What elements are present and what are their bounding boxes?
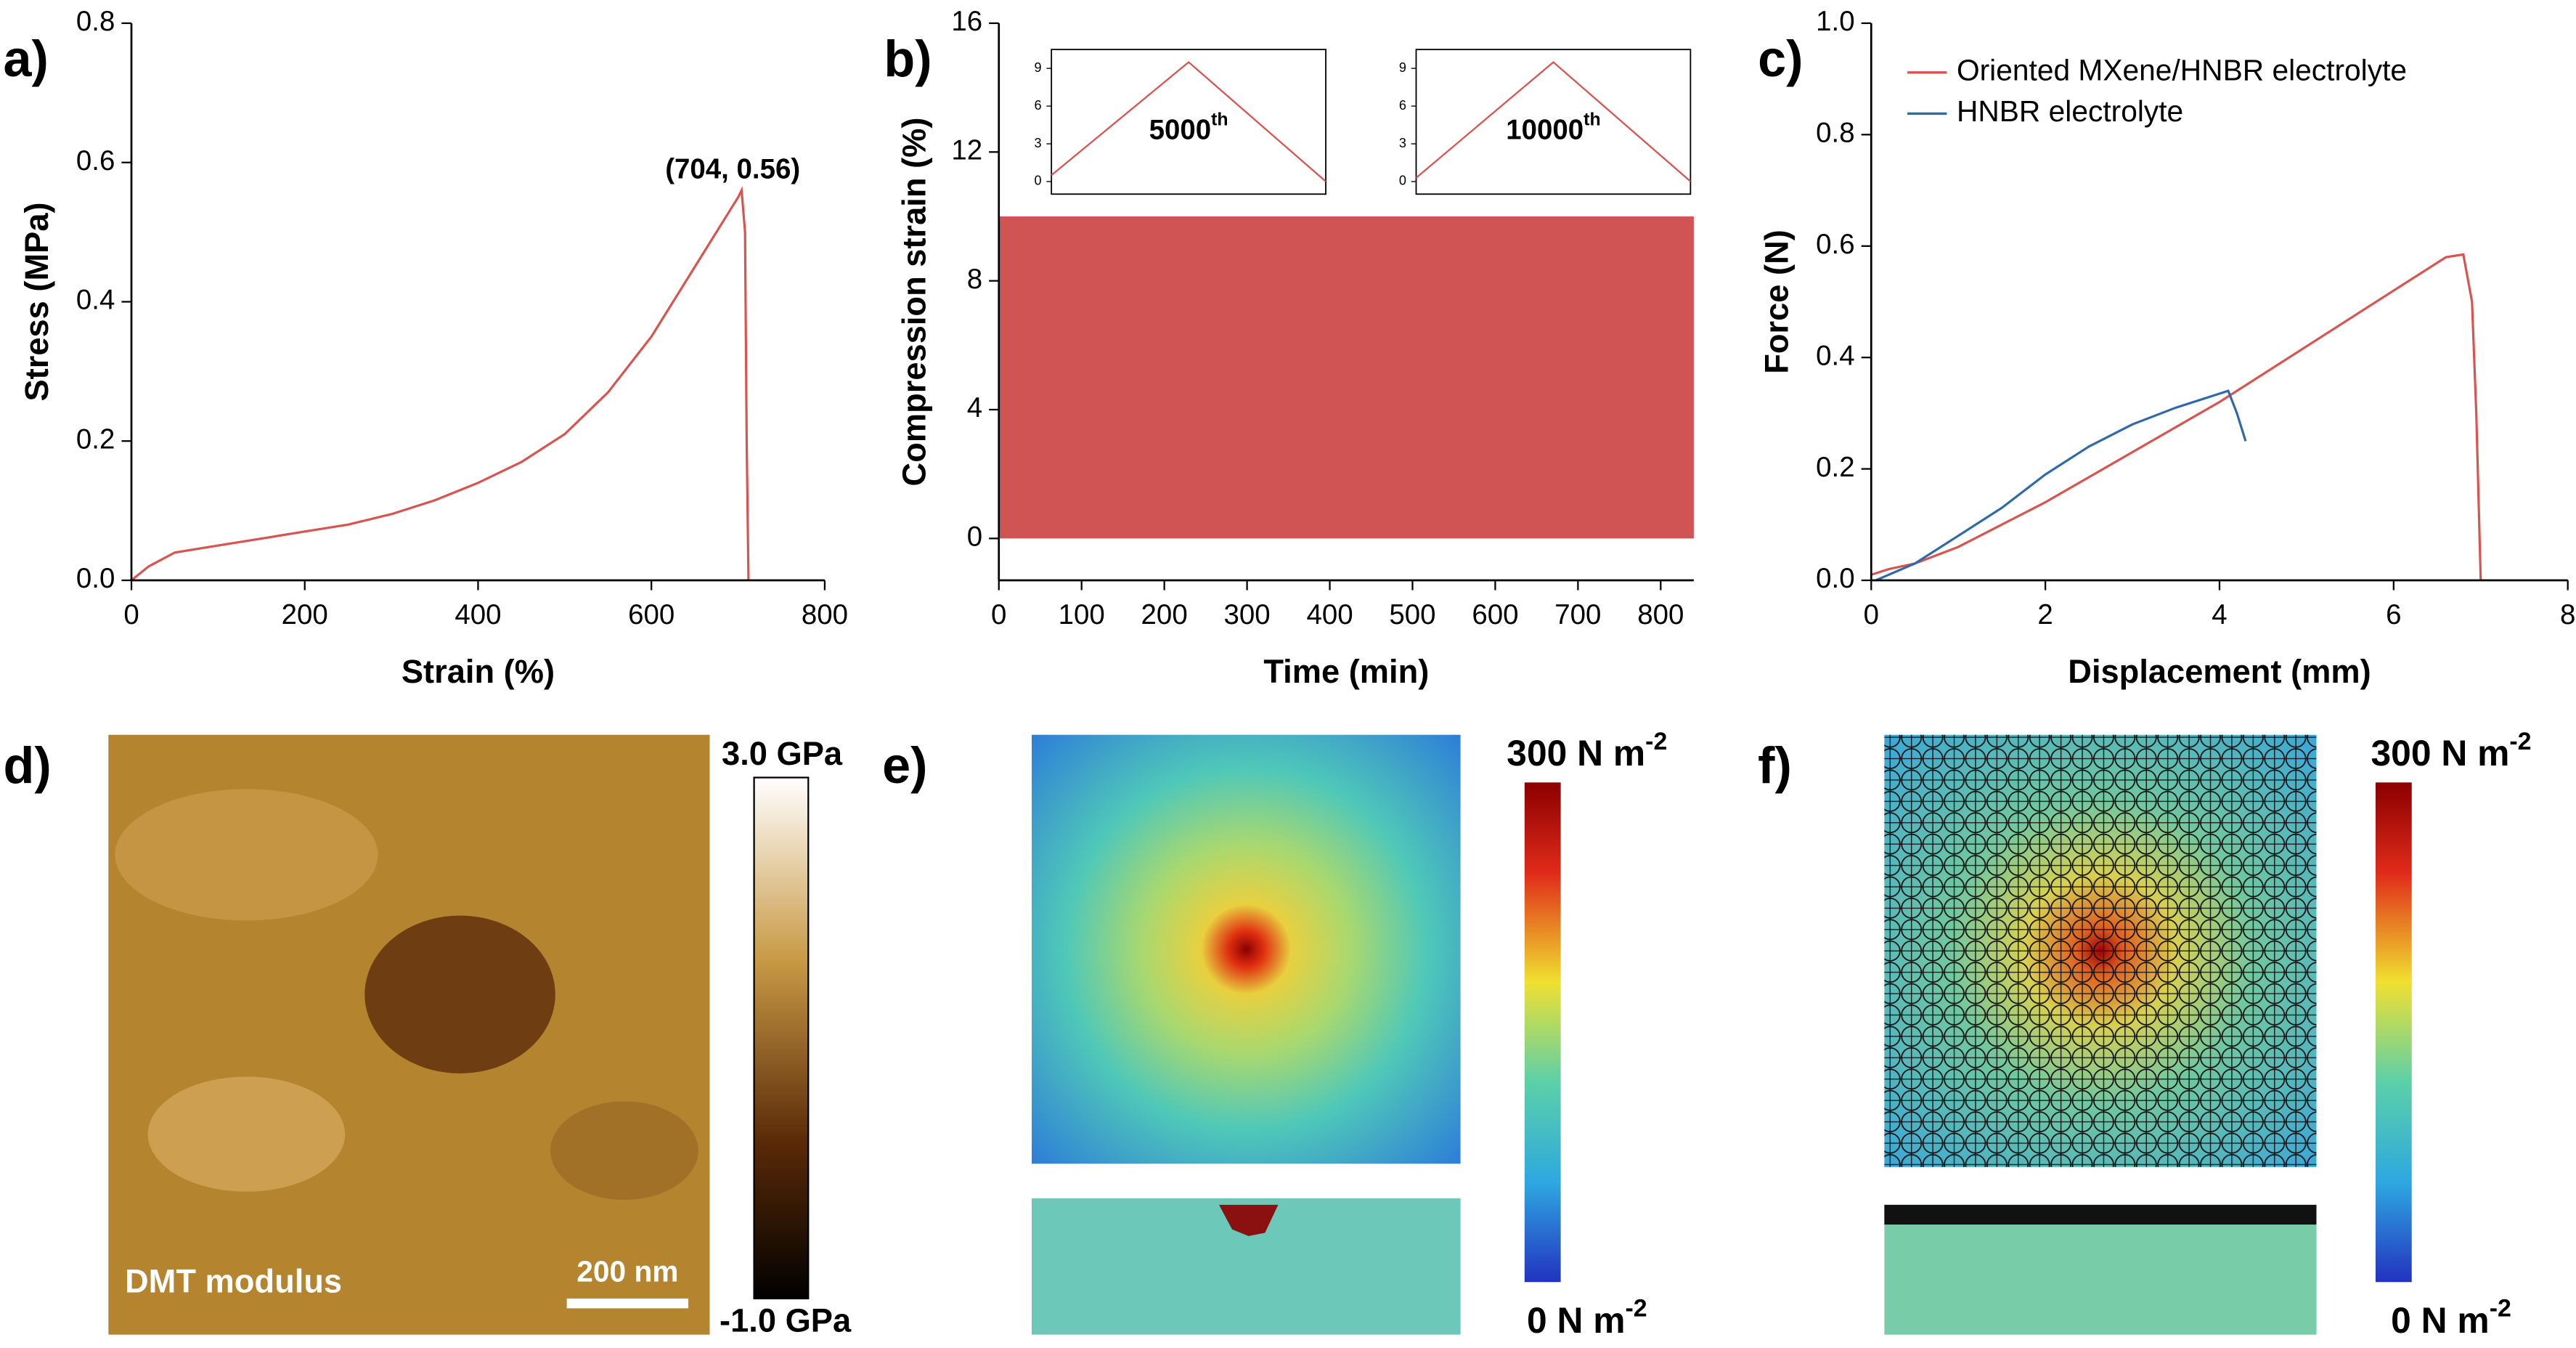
inset-tick-label: 6: [1399, 98, 1406, 113]
x-tick-label: 700: [1554, 599, 1601, 630]
colorbar-label: 300 N m-2: [1507, 728, 1667, 774]
x-tick-label: 500: [1389, 599, 1435, 630]
label-text: 300 N m: [2371, 733, 2509, 774]
inset-tick-label: 3: [1035, 136, 1042, 150]
y-tick-label: 0.4: [1816, 340, 1854, 371]
x-tick-label: 4: [2212, 599, 2227, 630]
y-tick-label: 0.0: [76, 563, 115, 594]
x-tick-label: 800: [802, 599, 848, 630]
inset-tick-label: 0: [1035, 174, 1042, 188]
panel-label: e): [882, 737, 927, 794]
inset-line: [1051, 61, 1326, 182]
colorbar-label: 3.0 GPa: [722, 735, 843, 772]
inset-label: 5000th: [1149, 109, 1228, 145]
legend-label: HNBR electrolyte: [1957, 94, 2183, 128]
inset-label: 10000th: [1506, 109, 1600, 145]
legend-label: Oriented MXene/HNBR electrolyte: [1957, 54, 2407, 87]
x-tick-label: 200: [282, 599, 328, 630]
y-tick-label: 0.2: [1816, 452, 1854, 483]
x-tick-label: 600: [628, 599, 674, 630]
x-tick-label: 0: [991, 599, 1006, 630]
colorbar-label: 0 N m-2: [2391, 1295, 2511, 1341]
afm-image: [108, 734, 710, 1335]
colorbar-label: -1.0 GPa: [720, 1302, 852, 1339]
y-tick-label: 12: [951, 134, 982, 166]
label-sup: -2: [1625, 1295, 1647, 1323]
y-axis-label: Stress (MPa): [18, 202, 55, 401]
x-tick-label: 200: [1141, 599, 1188, 630]
stress-section: [1884, 1204, 2317, 1335]
inset-tick-label: 6: [1035, 98, 1042, 113]
y-tick-label: 0.0: [1816, 563, 1854, 594]
line: [131, 186, 750, 582]
y-tick-label: 16: [951, 6, 982, 37]
label-sup: -2: [2509, 728, 2531, 755]
colorbar-label: 300 N m-2: [2371, 728, 2531, 774]
y-axis-label: Compression strain (%): [896, 118, 933, 487]
indent: [1218, 1204, 1279, 1236]
inset-tick-label: 3: [1399, 136, 1406, 150]
x-tick-label: 2: [2037, 599, 2053, 630]
y-tick-label: 8: [967, 264, 982, 295]
inset-label-text: 10000: [1506, 114, 1583, 145]
inset-label-sup: th: [1211, 109, 1228, 129]
x-axis-label: Strain (%): [402, 653, 555, 690]
label-sup: -2: [1645, 728, 1667, 755]
x-axis-label: Displacement (mm): [2068, 653, 2371, 690]
label-text: 0 N m: [1527, 1300, 1626, 1341]
annotation: (704, 0.56): [665, 154, 800, 185]
label-text: 0 N m: [2391, 1300, 2490, 1341]
label-sup: -2: [2490, 1295, 2511, 1323]
panel-label: a): [4, 31, 49, 87]
label-text: 300 N m: [1507, 733, 1645, 774]
x-tick-label: 100: [1059, 599, 1105, 630]
colorbar: [1524, 782, 1561, 1283]
inset-tick-label: 9: [1035, 60, 1042, 75]
y-tick-label: 0.2: [76, 423, 115, 455]
x-tick-label: 600: [1472, 599, 1518, 630]
y-tick-label: 0: [967, 521, 982, 553]
x-tick-label: 800: [1637, 599, 1684, 630]
colorbar: [753, 776, 810, 1299]
line: [1875, 389, 2247, 582]
panel-label: d): [4, 737, 52, 794]
colorbar-label: 0 N m-2: [1527, 1295, 1647, 1341]
mesh-edge: [1884, 1204, 2317, 1225]
inset-label-text: 5000: [1149, 114, 1212, 145]
scale-label: 200 nm: [576, 1255, 678, 1288]
inset-tick-label: 9: [1399, 60, 1406, 75]
x-tick-label: 0: [123, 599, 139, 630]
y-tick-label: 0.6: [76, 145, 115, 176]
x-tick-label: 6: [2386, 599, 2401, 630]
panel-label: b): [884, 31, 932, 87]
caption: DMT modulus: [125, 1262, 342, 1299]
inset-tick-label: 0: [1399, 174, 1406, 188]
x-tick-label: 300: [1224, 599, 1271, 630]
colorbar: [2375, 782, 2412, 1283]
inset-frame: [1415, 49, 1692, 195]
inset-line: [1415, 61, 1692, 182]
inset-label-sup: th: [1583, 109, 1600, 129]
mesh: [1884, 734, 2317, 1167]
y-tick-label: 0.6: [1816, 229, 1854, 260]
y-axis-label: Force (N): [1758, 230, 1796, 374]
y-tick-label: 0.8: [76, 6, 115, 37]
panel-label: c): [1758, 31, 1803, 87]
y-tick-label: 0.8: [1816, 118, 1854, 149]
panel-label: f): [1758, 737, 1792, 794]
y-tick-label: 1.0: [1816, 6, 1854, 37]
inset-frame: [1051, 49, 1326, 195]
x-tick-label: 8: [2560, 599, 2575, 630]
x-tick-label: 400: [455, 599, 501, 630]
line: [1870, 253, 2482, 581]
stress-map: [1032, 734, 1461, 1164]
area: [998, 216, 1694, 539]
x-tick-label: 0: [1864, 599, 1879, 630]
x-axis-label: Time (min): [1263, 653, 1429, 690]
y-tick-label: 4: [967, 392, 982, 423]
x-tick-label: 400: [1306, 599, 1353, 630]
y-tick-label: 0.4: [76, 285, 115, 316]
